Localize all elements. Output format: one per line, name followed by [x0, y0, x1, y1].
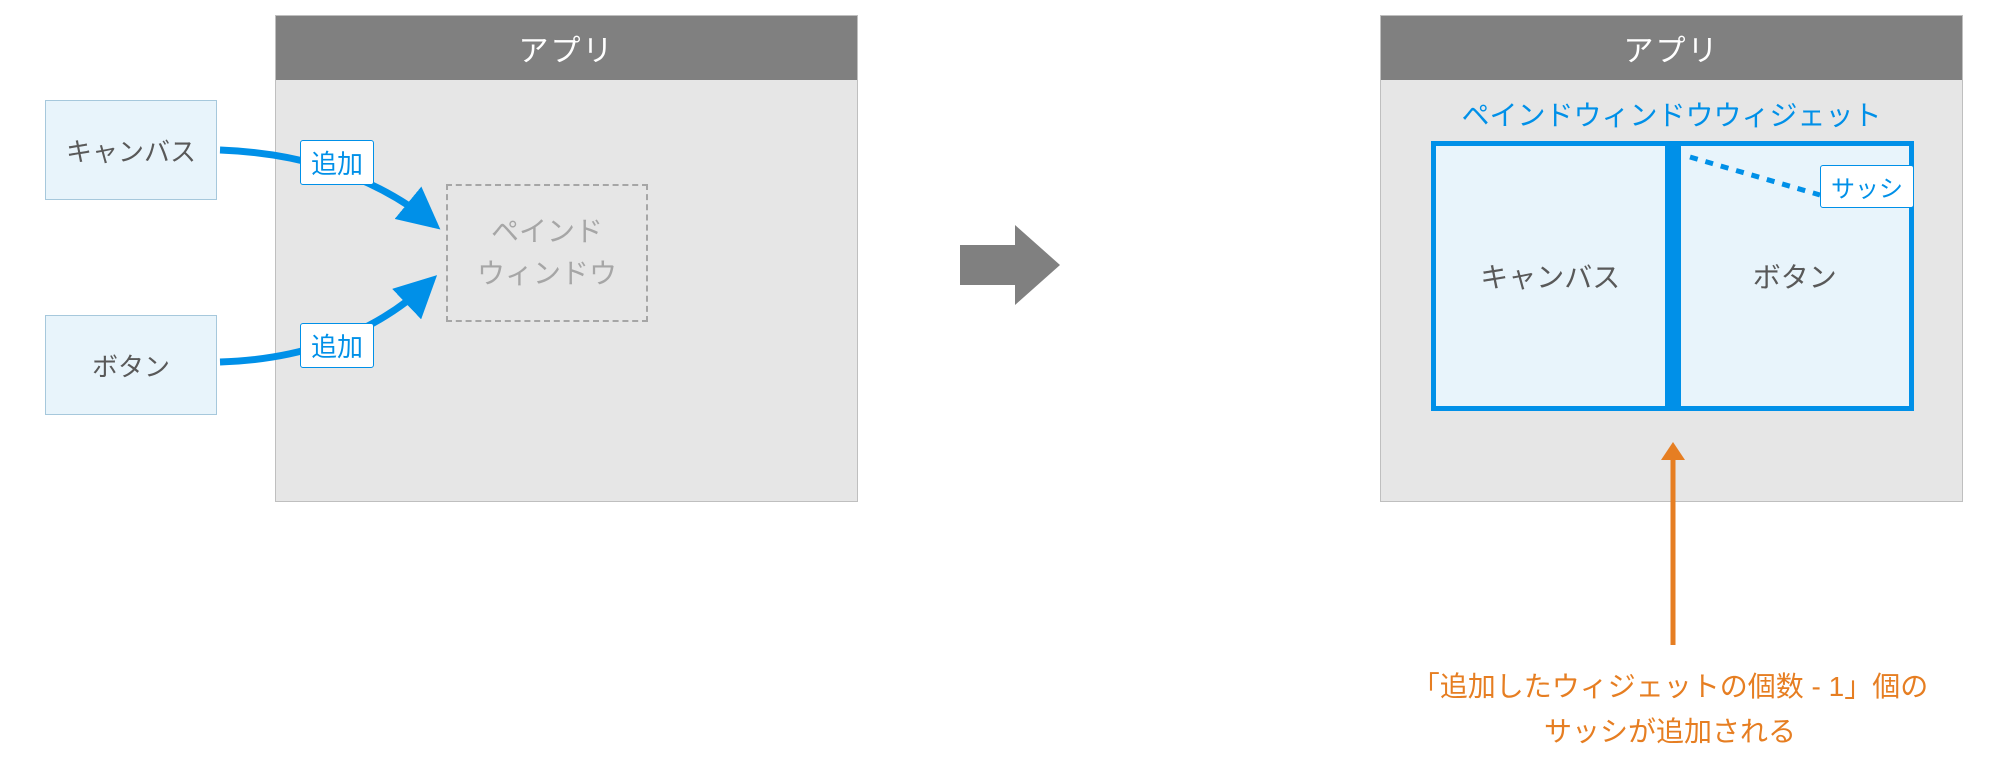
sash-divider[interactable]: [1665, 146, 1681, 406]
placeholder-line2: ウィンドウ: [477, 253, 617, 295]
paned-cell-canvas-label: キャンバス: [1480, 256, 1620, 296]
add-label-2: 追加: [300, 323, 374, 368]
canvas-widget-box: キャンバス: [45, 100, 217, 200]
sash-label: サッシ: [1820, 165, 1914, 208]
canvas-label: キャンバス: [66, 132, 196, 169]
placeholder-line1: ペインド: [491, 211, 603, 253]
paned-cell-button-label: ボタン: [1753, 256, 1837, 296]
button-label: ボタン: [92, 347, 170, 384]
paned-cell-canvas: キャンバス: [1436, 146, 1665, 406]
left-app-titlebar: アプリ: [276, 16, 857, 80]
paned-window-widget-title: ペインドウィンドウウィジェット: [1381, 94, 1962, 134]
right-app-window: アプリ ペインドウィンドウウィジェット キャンバス ボタン: [1380, 15, 1963, 502]
footnote-text: 「追加したウィジェットの個数 - 1」個の サッシが追加される: [1320, 665, 2002, 755]
transition-arrow-icon: [960, 225, 1060, 305]
footnote-line1: 「追加したウィジェットの個数 - 1」個の: [1412, 671, 1928, 702]
footnote-line2: サッシが追加される: [1544, 716, 1796, 747]
paned-window-placeholder: ペインド ウィンドウ: [446, 184, 648, 322]
left-app-window: アプリ ペインド ウィンドウ: [275, 15, 858, 502]
add-label-1: 追加: [300, 140, 374, 185]
button-widget-box: ボタン: [45, 315, 217, 415]
right-app-titlebar: アプリ: [1381, 16, 1962, 80]
